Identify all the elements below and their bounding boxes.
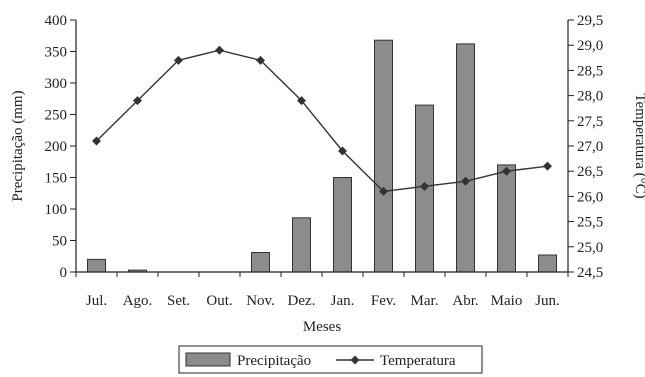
temperature-marker-nov [256, 55, 265, 65]
x-tick-label: Jun. [535, 293, 560, 309]
x-tick-label: Nov. [246, 293, 275, 309]
left-tick-label: 150 [45, 171, 68, 187]
legend-swatch-precipitation [185, 352, 231, 367]
x-tick-label: Set. [167, 293, 190, 309]
x-tick-label: Mar. [411, 293, 439, 309]
right-tick-label: 24,5 [577, 265, 603, 281]
bar-abr [456, 43, 475, 273]
bar-nov [251, 252, 270, 273]
x-tick-label: Maio [491, 293, 523, 309]
axes [70, 19, 574, 277]
y-axis-title: Precipitação (mm) [10, 90, 26, 201]
bar-jan [333, 177, 352, 273]
left-tick-label: 400 [45, 13, 68, 29]
temperature-marker-ago [133, 96, 142, 106]
temperature-marker-abr [461, 176, 470, 186]
bar-maio [497, 164, 516, 273]
bar-fev [374, 39, 393, 273]
left-tick-label: 350 [45, 45, 68, 61]
x-tick-label: Ago. [123, 293, 153, 309]
legend-label-precipitation: Precipitação [237, 353, 311, 369]
right-tick-label: 26,0 [577, 189, 603, 205]
legend: Precipitação Temperatura [178, 345, 483, 374]
bar-jul [87, 258, 106, 273]
y2-axis-title: Temperatura (°C) [632, 93, 645, 198]
x-tick-label: Jan. [331, 293, 355, 309]
bar-dez [292, 217, 311, 273]
right-tick-label: 28,0 [577, 89, 603, 105]
temperature-marker-jan [338, 146, 347, 156]
x-tick-label: Abr. [452, 293, 478, 309]
temperature-marker-jul [92, 136, 101, 146]
left-tick-label: 200 [45, 139, 68, 155]
right-tick-label: 27,5 [577, 114, 603, 130]
left-tick-label: 300 [45, 76, 68, 92]
left-tick-label: 100 [45, 202, 68, 218]
legend-marker-temperature [350, 355, 360, 365]
right-tick-label: 27,0 [577, 139, 603, 155]
line-series [92, 45, 552, 196]
left-tick-label: 50 [52, 234, 67, 250]
temperature-marker-fev [379, 186, 388, 196]
bar-jun [538, 254, 557, 273]
left-tick-label: 0 [60, 265, 68, 281]
bar-series [87, 39, 557, 273]
temperature-marker-jun [543, 161, 552, 171]
x-tick-label: Fev. [371, 293, 396, 309]
temperature-marker-mar [420, 181, 429, 191]
x-tick-label: Dez. [288, 293, 316, 309]
right-tick-label: 25,0 [577, 240, 603, 256]
axis-titles: Meses Precipitação (mm) Temperatura (°C) [10, 90, 645, 335]
temperature-line [96, 49, 548, 193]
temperature-marker-maio [502, 166, 511, 176]
right-tick-label: 25,5 [577, 215, 603, 231]
right-tick-label: 29,5 [577, 13, 603, 29]
left-tick-label: 250 [45, 108, 68, 124]
tick-labels: 0 50 100 150 200 250 300 350 400 24,5 25,0 25,5 26,0… [45, 13, 604, 309]
right-tick-label: 29,0 [577, 38, 603, 54]
x-axis-title: Meses [303, 319, 341, 335]
temperature-marker-dez [297, 96, 306, 106]
right-tick-label: 26,5 [577, 164, 603, 180]
right-tick-label: 28,5 [577, 63, 603, 79]
temperature-marker-out [215, 45, 224, 55]
x-tick-label: Out. [206, 293, 232, 309]
legend-label-temperature: Temperatura [380, 353, 456, 369]
temperature-marker-set [174, 55, 183, 65]
x-tick-label: Jul. [86, 293, 107, 309]
